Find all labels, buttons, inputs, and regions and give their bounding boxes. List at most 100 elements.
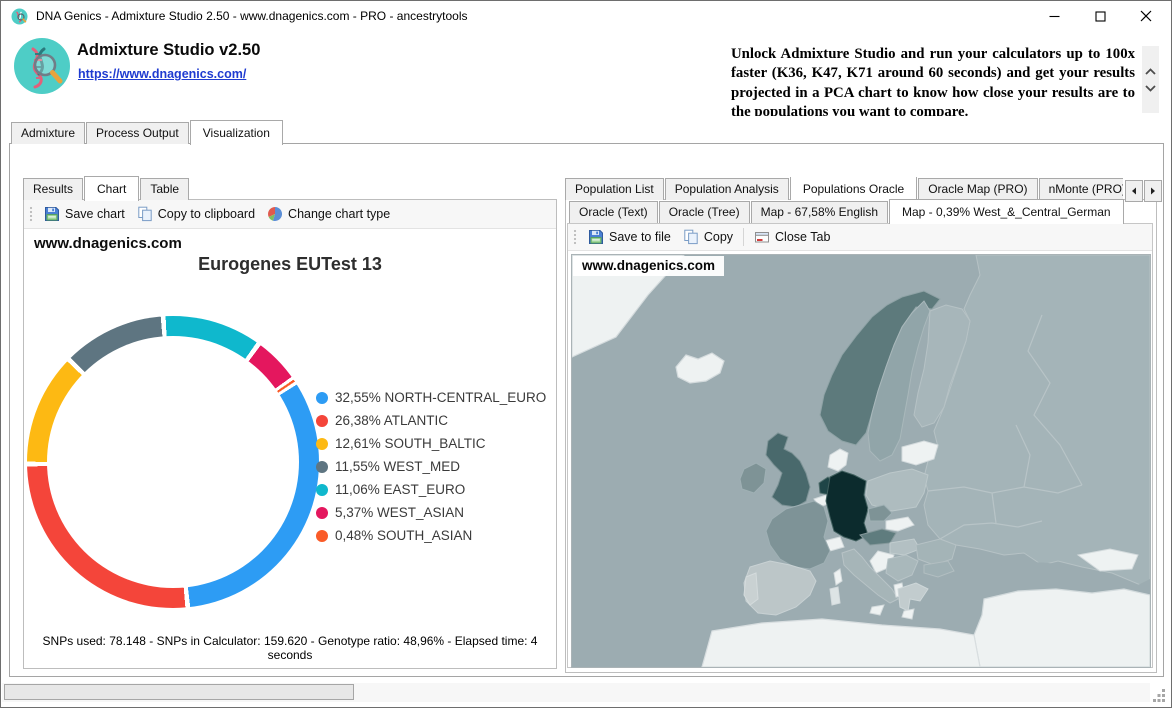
legend-label: 12,61% SOUTH_BALTIC bbox=[335, 436, 486, 451]
pie-chart-icon bbox=[268, 206, 283, 221]
chevron-up-icon[interactable] bbox=[1145, 67, 1156, 75]
app-title: Admixture Studio v2.50 bbox=[77, 41, 261, 59]
chart-panel: Save chart Copy to clipboard Change char… bbox=[23, 199, 557, 669]
legend-item: 12,61% SOUTH_BALTIC bbox=[316, 432, 546, 455]
copy-icon bbox=[138, 206, 152, 222]
save-icon bbox=[589, 230, 603, 244]
maximize-button[interactable] bbox=[1077, 1, 1123, 31]
legend-color-dot bbox=[316, 391, 328, 404]
promo-scrollbar[interactable] bbox=[1142, 46, 1159, 113]
copy-map-label: Copy bbox=[703, 230, 734, 244]
save-to-file-label: Save to file bbox=[609, 230, 671, 244]
chart-legend: 32,55% NORTH-CENTRAL_EURO 26,38% ATLANTIC… bbox=[316, 386, 546, 547]
main-tabstrip: Admixture Process Output Visualization bbox=[9, 120, 284, 145]
tab-oracle-tree[interactable]: Oracle (Tree) bbox=[658, 201, 750, 223]
legend-label: 26,38% ATLANTIC bbox=[335, 413, 449, 428]
tab-scroll-right-button[interactable] bbox=[1144, 180, 1162, 202]
choropleth-map bbox=[572, 255, 1150, 667]
legend-color-dot bbox=[316, 460, 328, 473]
donut-chart bbox=[27, 316, 319, 608]
save-to-file-button[interactable]: Save to file bbox=[584, 227, 675, 247]
legend-color-dot bbox=[316, 483, 328, 496]
minimize-button[interactable] bbox=[1031, 1, 1077, 31]
copy-map-button[interactable]: Copy bbox=[679, 227, 737, 247]
map-subpage: Save to file Copy Close Ta bbox=[567, 223, 1153, 668]
tab-population-list[interactable]: Population List bbox=[565, 178, 664, 200]
tab-visualization[interactable]: Visualization bbox=[189, 120, 283, 145]
legend-color-dot bbox=[316, 506, 328, 519]
close-icon bbox=[1140, 10, 1152, 22]
donut-hole bbox=[47, 336, 299, 588]
legend-label: 11,06% EAST_EURO bbox=[335, 482, 466, 497]
toolbar-separator bbox=[743, 228, 745, 246]
tab-scrollers bbox=[1124, 180, 1162, 202]
legend-item: 11,06% EAST_EURO bbox=[316, 478, 546, 501]
tab-admixture[interactable]: Admixture bbox=[11, 122, 86, 144]
tab-nmonte-pro[interactable]: nMonte (PRO) bbox=[1038, 178, 1123, 200]
chart-title: Eurogenes EUTest 13 bbox=[198, 254, 382, 274]
chart-status: SNPs used: 78.148 - SNPs in Calculator: … bbox=[42, 634, 538, 662]
copy-icon bbox=[684, 229, 698, 245]
close-tab-button[interactable]: Close Tab bbox=[750, 227, 834, 247]
legend-item: 11,55% WEST_MED bbox=[316, 455, 546, 478]
toolbar-grip[interactable] bbox=[572, 228, 577, 246]
legend-color-dot bbox=[316, 529, 328, 542]
chevron-down-icon[interactable] bbox=[1145, 84, 1156, 92]
maximize-icon bbox=[1094, 10, 1106, 22]
map-watermark: www.dnagenics.com bbox=[573, 256, 725, 276]
legend-label: 32,55% NORTH-CENTRAL_EURO bbox=[335, 390, 547, 405]
scrollbar-thumb[interactable] bbox=[4, 684, 354, 700]
tab-map-english[interactable]: Map - 67,58% English bbox=[750, 201, 888, 223]
close-tab-label: Close Tab bbox=[775, 230, 831, 244]
titlebar: DNA Genics - Admixture Studio 2.50 - www… bbox=[1, 1, 1171, 31]
arrow-left-icon bbox=[1132, 187, 1136, 195]
promo-text: Unlock Admixture Studio and run your cal… bbox=[731, 46, 1135, 116]
legend-item: 26,38% ATLANTIC bbox=[316, 409, 546, 432]
chart-toolbar: Save chart Copy to clipboard Change char… bbox=[24, 200, 556, 229]
chart-tabstrip: Results Chart Table bbox=[23, 176, 190, 201]
tab-map-west-central-german[interactable]: Map - 0,39% West_&_Central_German bbox=[889, 199, 1124, 224]
map-toolbar: Save to file Copy Close Ta bbox=[568, 224, 1152, 251]
change-chart-type-label: Change chart type bbox=[288, 207, 391, 221]
app-icon bbox=[11, 8, 28, 24]
arrow-right-icon bbox=[1151, 187, 1155, 195]
close-button[interactable] bbox=[1123, 1, 1169, 31]
tab-oracle-map-pro[interactable]: Oracle Map (PRO) bbox=[918, 178, 1038, 200]
legend-color-dot bbox=[316, 437, 328, 450]
legend-item: 32,55% NORTH-CENTRAL_EURO bbox=[316, 386, 546, 409]
europe-map: www.dnagenics.com bbox=[571, 254, 1151, 668]
change-chart-type-button[interactable]: Change chart type bbox=[263, 204, 394, 224]
copy-clipboard-button[interactable]: Copy to clipboard bbox=[133, 204, 259, 224]
save-chart-button[interactable]: Save chart bbox=[40, 204, 129, 224]
window-title: DNA Genics - Admixture Studio 2.50 - www… bbox=[36, 9, 468, 23]
legend-item: 0,48% SOUTH_ASIAN bbox=[316, 524, 546, 547]
app-logo bbox=[14, 38, 70, 94]
map-tabstrip: Oracle (Text) Oracle (Tree) Map - 67,58%… bbox=[569, 199, 1125, 224]
copy-clipboard-label: Copy to clipboard bbox=[157, 207, 256, 221]
legend-item: 5,37% WEST_ASIAN bbox=[316, 501, 546, 524]
website-link[interactable]: https://www.dnagenics.com/ bbox=[78, 67, 247, 81]
oracle-panel: Oracle (Text) Oracle (Tree) Map - 67,58%… bbox=[565, 199, 1157, 673]
save-icon bbox=[45, 207, 59, 221]
minimize-icon bbox=[1049, 15, 1059, 17]
oracle-tabstrip: Population List Population Analysis Popu… bbox=[565, 177, 1123, 200]
tab-population-analysis[interactable]: Population Analysis bbox=[664, 178, 789, 200]
close-tab-icon bbox=[755, 232, 770, 243]
tab-results[interactable]: Results bbox=[23, 178, 84, 200]
save-chart-label: Save chart bbox=[65, 207, 125, 221]
legend-label: 11,55% WEST_MED bbox=[335, 459, 461, 474]
legend-color-dot bbox=[316, 414, 328, 427]
tab-populations-oracle[interactable]: Populations Oracle bbox=[789, 177, 918, 200]
toolbar-grip[interactable] bbox=[28, 205, 33, 223]
horizontal-scrollbar[interactable] bbox=[2, 683, 1150, 702]
tab-scroll-left-button[interactable] bbox=[1125, 180, 1143, 202]
legend-label: 0,48% SOUTH_ASIAN bbox=[335, 528, 473, 543]
tab-process-output[interactable]: Process Output bbox=[86, 122, 189, 144]
resize-grip[interactable] bbox=[1153, 689, 1166, 702]
legend-label: 5,37% WEST_ASIAN bbox=[335, 505, 465, 520]
tab-oracle-text[interactable]: Oracle (Text) bbox=[569, 201, 658, 223]
tab-table[interactable]: Table bbox=[140, 178, 190, 200]
chart-watermark: www.dnagenics.com bbox=[30, 234, 186, 253]
tab-chart[interactable]: Chart bbox=[84, 176, 140, 201]
